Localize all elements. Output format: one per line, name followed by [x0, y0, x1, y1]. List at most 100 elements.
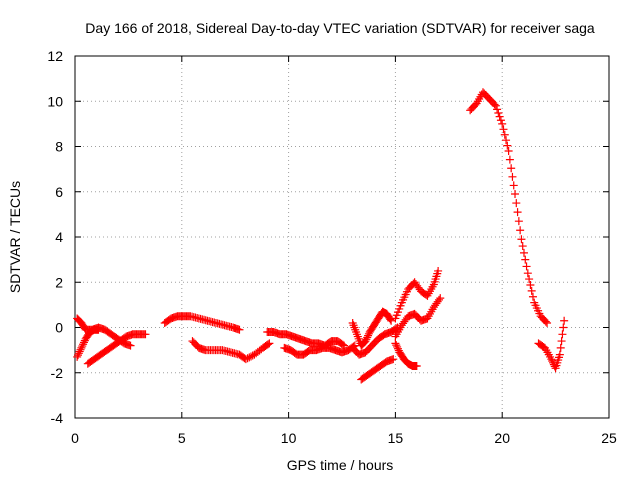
data-point — [141, 330, 150, 339]
y-tick-label: -4 — [51, 410, 64, 426]
data-point — [389, 355, 398, 364]
data-point — [559, 323, 568, 332]
data-point — [557, 337, 566, 346]
data-point — [434, 295, 443, 304]
data-point — [74, 349, 83, 358]
data-point — [509, 181, 518, 190]
data-point — [547, 355, 556, 364]
y-tick-label: 4 — [55, 229, 63, 245]
y-tick-label: 8 — [55, 139, 63, 155]
x-tick-label: 10 — [281, 430, 297, 446]
data-point — [496, 116, 505, 125]
data-point — [495, 112, 504, 121]
data-point — [361, 337, 370, 346]
data-point — [79, 338, 88, 347]
data-point — [521, 255, 530, 264]
data-point — [126, 341, 135, 350]
data-point — [514, 217, 523, 226]
data-point — [513, 208, 522, 217]
data-point — [386, 315, 395, 324]
y-axis-label: SDTVAR / TECUs — [7, 181, 23, 293]
data-point — [523, 269, 532, 278]
data-point — [517, 235, 526, 244]
data-point — [500, 130, 509, 139]
data-point — [338, 340, 347, 349]
x-tick-label: 15 — [388, 430, 404, 446]
data-point — [522, 262, 531, 271]
data-point — [362, 335, 371, 344]
data-point — [77, 343, 86, 352]
data-point — [265, 339, 274, 348]
data-point — [243, 354, 252, 363]
data-point — [393, 344, 402, 353]
data-point — [525, 275, 534, 284]
x-tick-label: 0 — [71, 430, 79, 446]
data-points — [73, 88, 569, 384]
data-point — [507, 164, 516, 173]
x-tick-label: 20 — [494, 430, 510, 446]
data-point — [558, 330, 567, 339]
data-point — [412, 361, 421, 370]
series-arc-3 — [83, 330, 150, 368]
grid-lines — [75, 56, 609, 418]
series-arc-10 — [348, 323, 402, 359]
data-point — [508, 172, 517, 181]
data-point — [79, 340, 88, 349]
data-point — [235, 325, 244, 334]
data-point — [247, 352, 256, 361]
data-point — [264, 340, 273, 349]
data-point — [503, 141, 512, 150]
series-arc-8 — [348, 307, 396, 350]
data-point — [491, 101, 500, 110]
data-point — [393, 342, 402, 351]
y-tick-label: 10 — [47, 93, 63, 109]
data-point — [75, 347, 84, 356]
data-point — [490, 100, 499, 109]
data-point — [94, 325, 103, 334]
data-point — [391, 339, 400, 348]
data-point — [436, 294, 445, 303]
series-arc-5 — [188, 337, 274, 364]
series-arc-4 — [160, 312, 244, 334]
y-tick-label: 6 — [55, 184, 63, 200]
y-tick-label: 0 — [55, 320, 63, 336]
data-point — [516, 226, 525, 235]
series-arc-9 — [357, 355, 398, 384]
data-point — [502, 136, 511, 145]
series-arc-14 — [466, 88, 552, 327]
data-point — [543, 318, 552, 327]
data-point — [519, 248, 528, 257]
data-point — [245, 353, 254, 362]
data-point — [392, 341, 401, 350]
y-tick-label: -2 — [51, 365, 64, 381]
data-point — [505, 155, 514, 164]
series-arc-11 — [391, 339, 421, 370]
series-arc-13 — [391, 294, 445, 341]
data-point — [364, 331, 373, 340]
series-arc-12 — [391, 266, 443, 323]
data-point — [504, 147, 513, 156]
data-point — [541, 317, 550, 326]
y-tick-label: 2 — [55, 274, 63, 290]
x-tick-label: 5 — [178, 430, 186, 446]
data-point — [548, 356, 557, 365]
data-point — [526, 280, 535, 289]
data-point — [76, 345, 85, 354]
series-arc-15 — [534, 316, 569, 373]
data-point — [493, 105, 502, 114]
data-point — [555, 350, 564, 359]
chart-title: Day 166 of 2018, Sidereal Day-to-day VTE… — [85, 20, 595, 36]
data-point — [387, 316, 396, 325]
data-point — [512, 199, 521, 208]
x-axis-label: GPS time / hours — [287, 457, 394, 473]
data-point — [73, 352, 82, 361]
data-point — [73, 351, 82, 360]
data-point — [518, 242, 527, 251]
data-point — [498, 119, 507, 128]
data-point — [560, 316, 569, 325]
data-point — [511, 190, 520, 199]
y-tick-label: 12 — [47, 48, 63, 64]
data-point — [434, 266, 443, 275]
data-point — [499, 125, 508, 134]
axis-ticks: 0 5 10 15 20 25 -4 -2 0 2 4 6 8 10 12 — [47, 48, 617, 446]
